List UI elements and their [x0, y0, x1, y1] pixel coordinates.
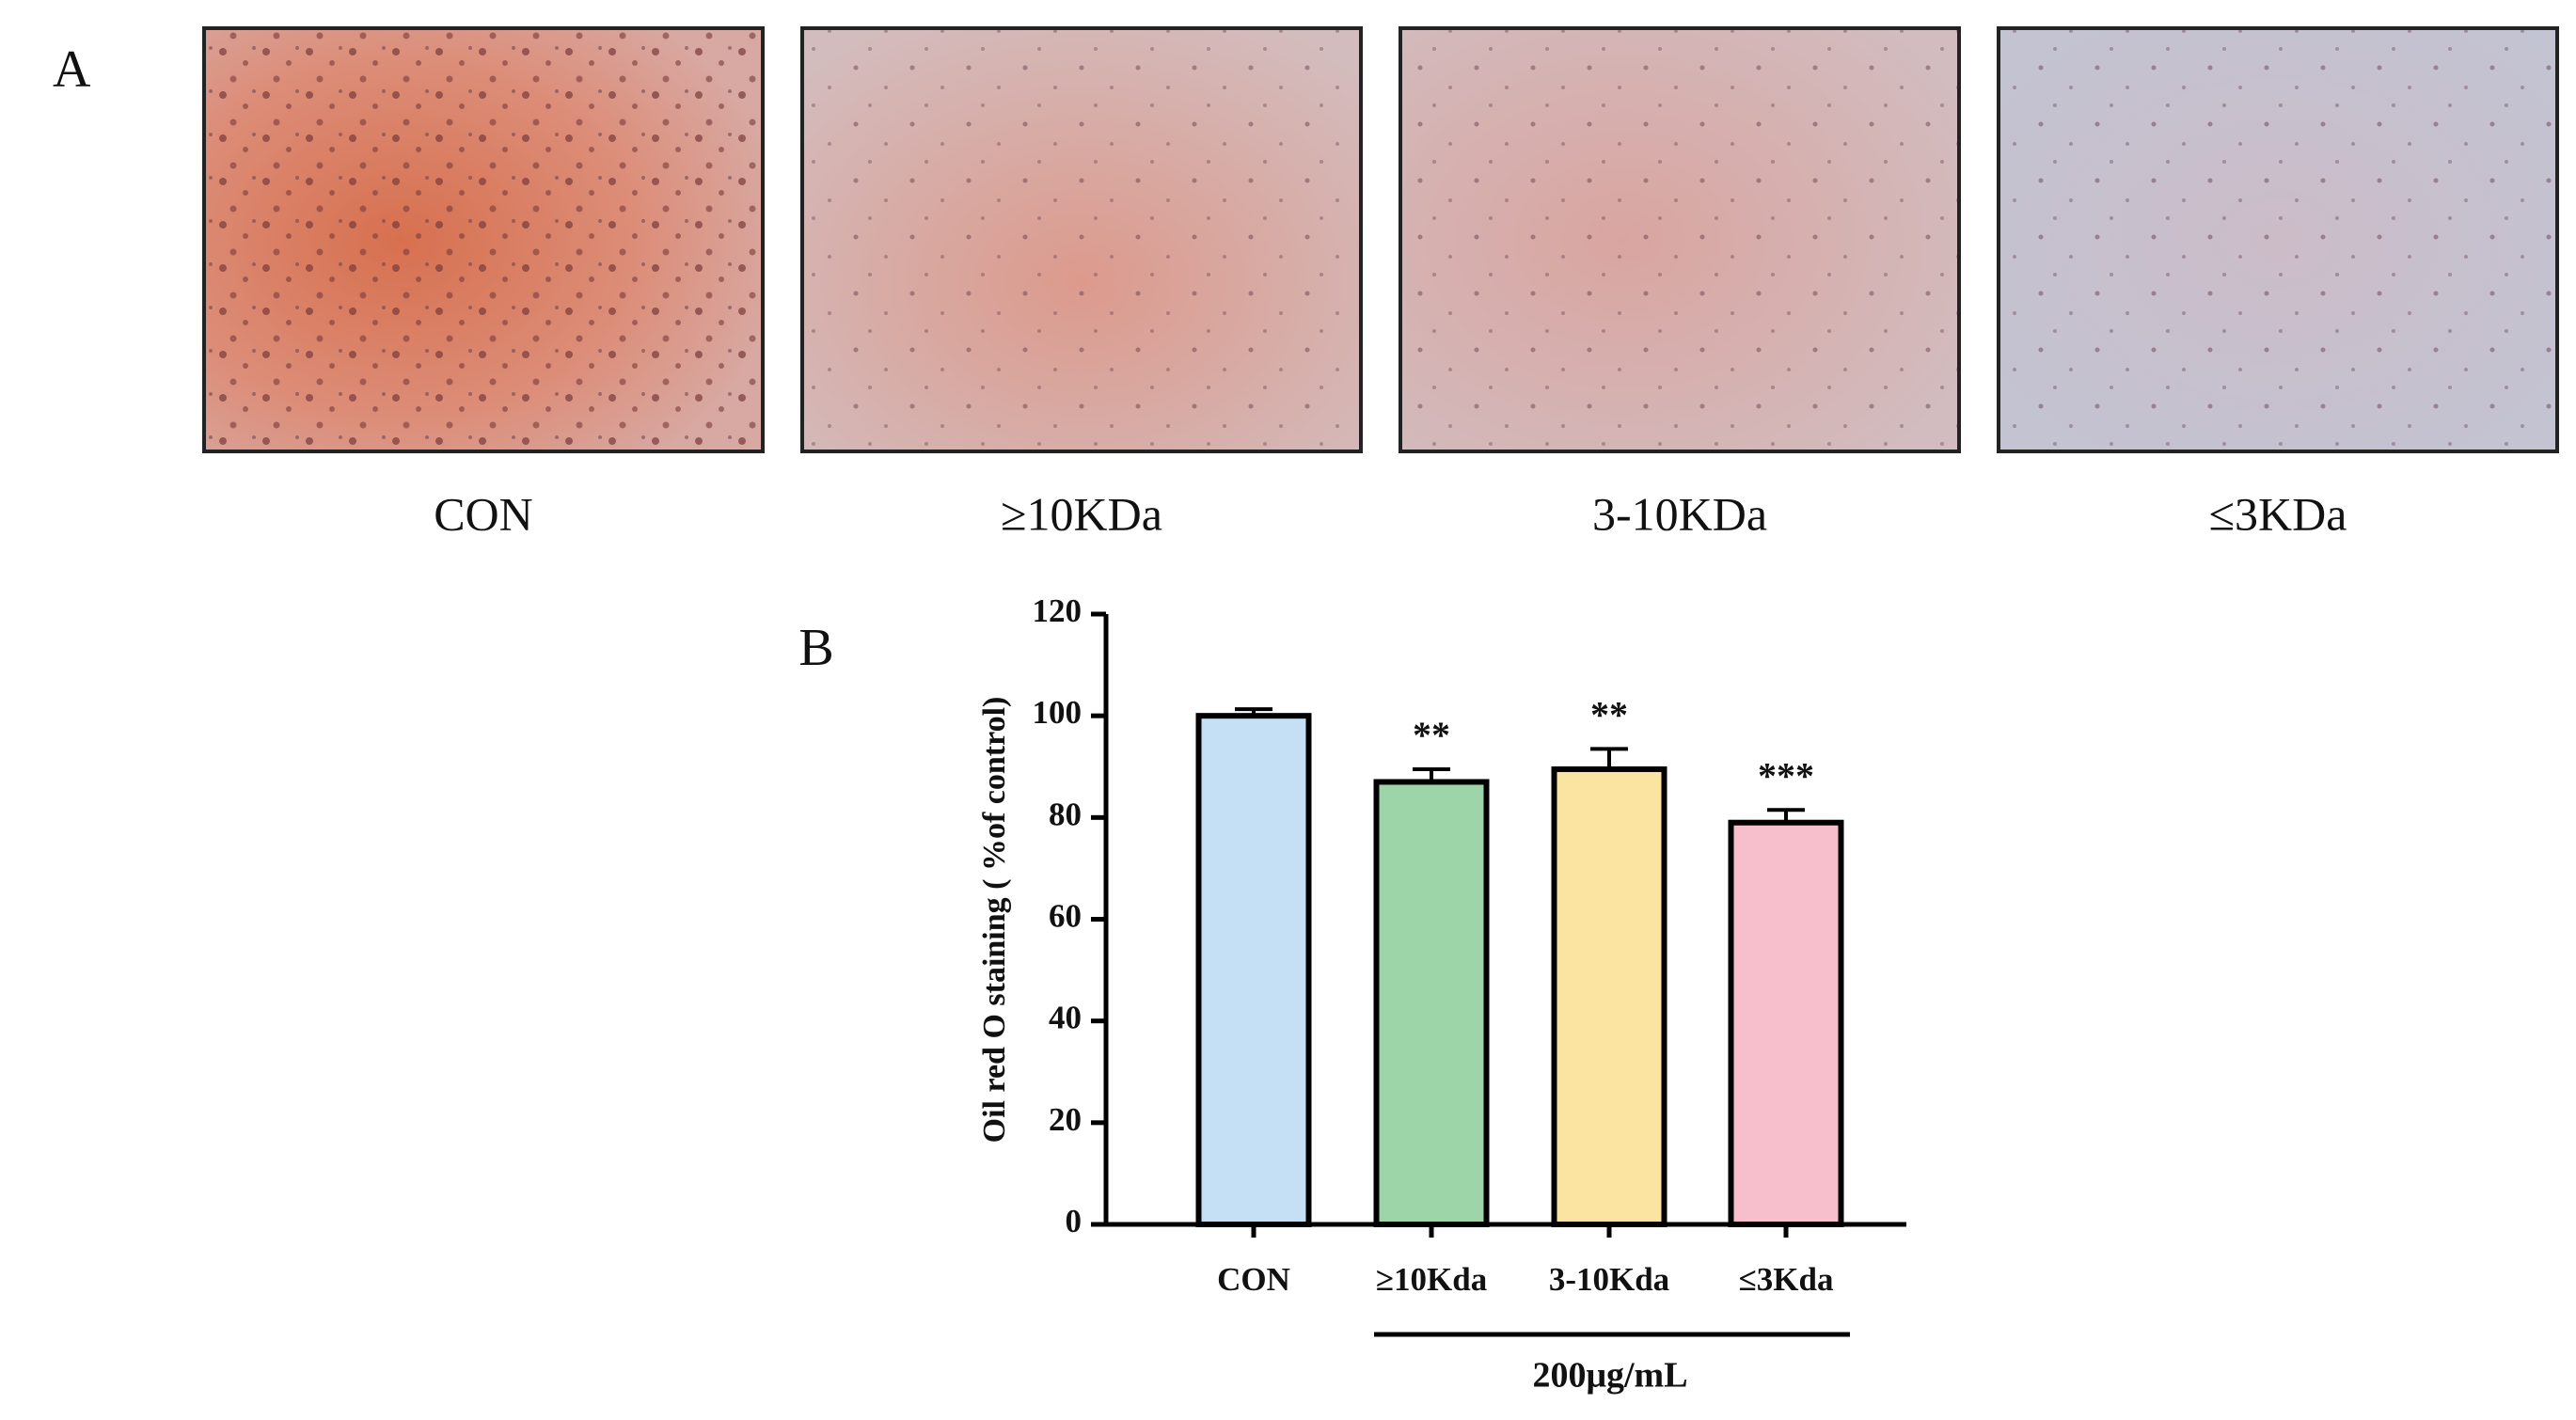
- x-tick-label: ≥10Kda: [1376, 1261, 1487, 1298]
- significance: **: [1590, 693, 1628, 735]
- y-axis-label: Oil red O staining ( %of control): [977, 697, 1012, 1144]
- y-tick-label: 0: [1066, 1203, 1083, 1239]
- bar: [1373, 779, 1490, 1227]
- significance: **: [1413, 714, 1450, 756]
- panel-label: A: [53, 40, 91, 99]
- bar: [1551, 765, 1667, 1227]
- bar: [1728, 819, 1844, 1227]
- y-tick-label: 100: [1033, 694, 1083, 731]
- image-label: 3-10KDa: [1592, 487, 1767, 540]
- panel-label: B: [798, 619, 833, 677]
- micrograph: [800, 26, 1363, 453]
- micrograph: [1997, 26, 2559, 453]
- y-tick-label: 20: [1049, 1101, 1082, 1138]
- y-tick-label: 60: [1049, 898, 1082, 935]
- micrograph: [1399, 26, 1961, 453]
- image-label: CON: [434, 487, 533, 540]
- group-label: 200μg/mL: [1532, 1356, 1687, 1396]
- y-tick-label: 40: [1049, 1000, 1082, 1036]
- y-tick-label: 80: [1049, 796, 1082, 832]
- micrograph: [202, 26, 765, 453]
- y-tick-label: 120: [1033, 592, 1083, 629]
- x-tick-label: CON: [1217, 1261, 1290, 1298]
- x-tick-label: 3-10Kda: [1549, 1261, 1669, 1298]
- x-tick-label: ≤3Kda: [1739, 1261, 1834, 1298]
- bar: [1195, 713, 1312, 1227]
- significance: ***: [1758, 754, 1814, 797]
- image-label: ≥10KDa: [1001, 487, 1162, 540]
- image-label: ≤3KDa: [2209, 487, 2347, 540]
